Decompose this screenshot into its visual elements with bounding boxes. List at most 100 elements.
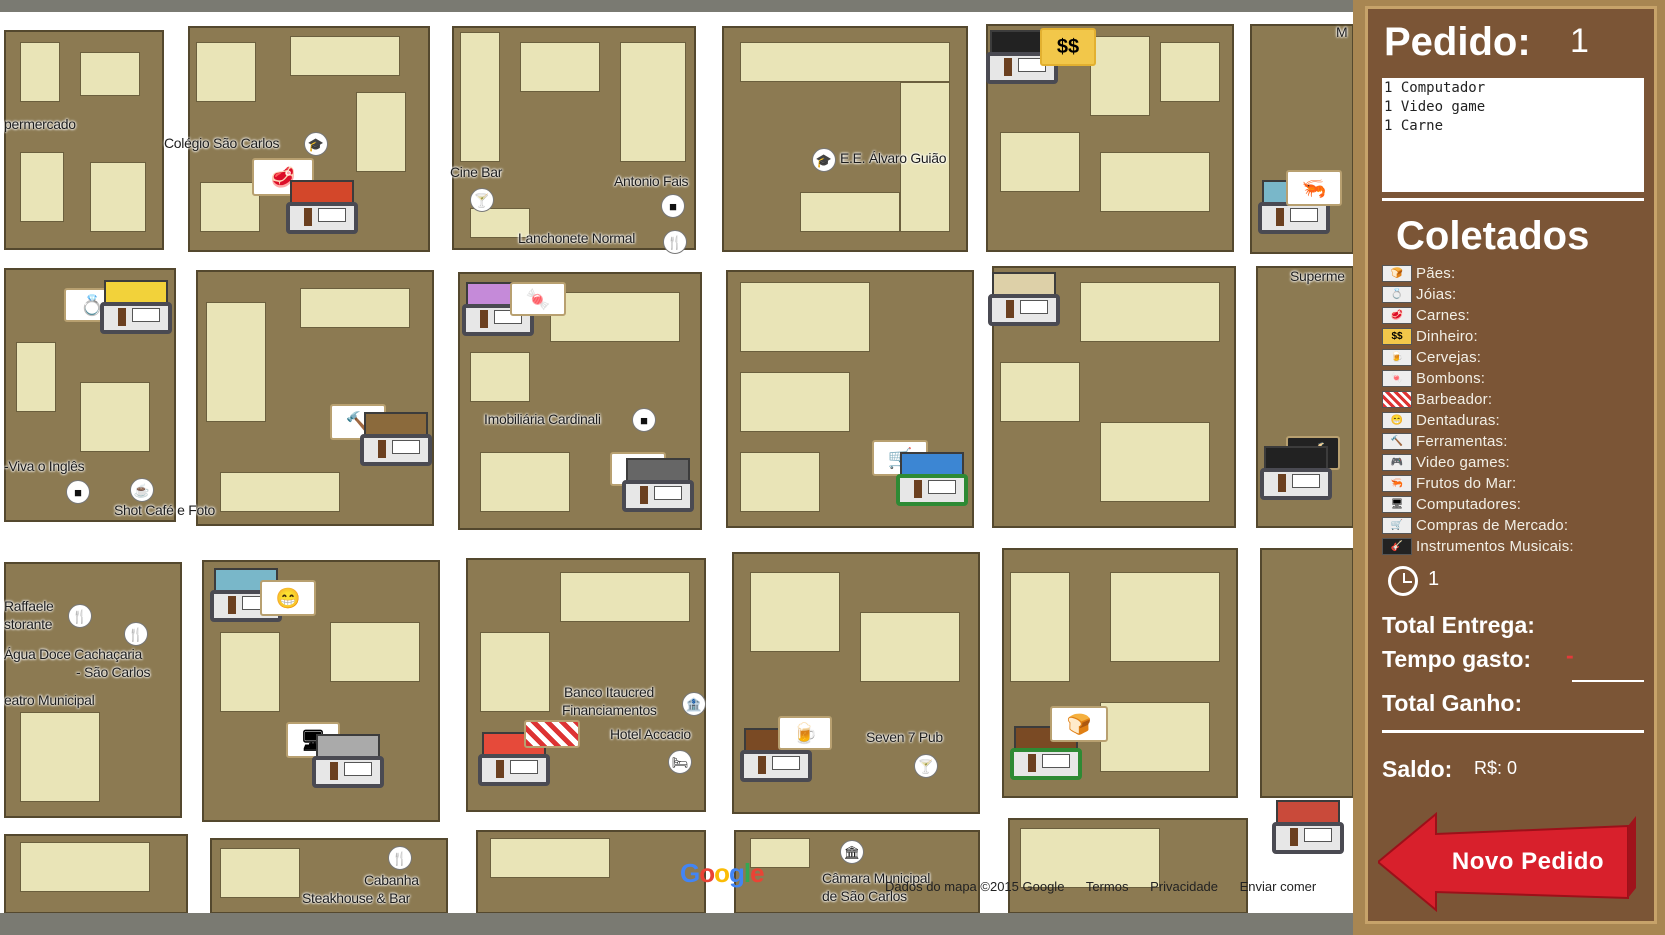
building: [750, 838, 810, 868]
building: [80, 382, 150, 452]
place-icon[interactable]: ■: [66, 480, 90, 504]
total-earned-label: Total Ganho:: [1382, 690, 1523, 716]
time-spent-value: -: [1566, 642, 1574, 668]
place-icon[interactable]: ■: [632, 408, 656, 432]
divider: [1572, 680, 1644, 682]
order-number: 1: [1570, 22, 1589, 60]
building: [860, 612, 960, 682]
building: [1100, 702, 1210, 772]
beer-icon: 🍺: [1382, 349, 1412, 366]
seafood-icon: 🦐: [1286, 170, 1342, 206]
order-item: 1 Carne: [1384, 118, 1444, 134]
bank-icon[interactable]: 🏦: [682, 692, 706, 716]
city-map[interactable]: permercado Colégio São Carlos 🎓 Cine Bar…: [0, 12, 1353, 913]
divider: [1382, 730, 1644, 733]
store-government[interactable]: [988, 272, 1060, 326]
government-icon[interactable]: 🏛: [840, 840, 864, 864]
collected-bread: 🍞 Pães:: [1382, 264, 1455, 283]
building: [550, 292, 680, 342]
restaurant-icon[interactable]: 🍴: [124, 622, 148, 646]
building: [356, 92, 406, 172]
building: [200, 182, 260, 232]
map-label-antonio-fais: Antonio Fais: [614, 173, 689, 189]
building: [1110, 572, 1220, 662]
beer-icon: 🍺: [778, 716, 832, 750]
new-order-button[interactable]: Novo Pedido: [1378, 812, 1638, 912]
building: [1020, 828, 1160, 888]
store-videogame[interactable]: [622, 458, 694, 512]
seafood-icon: 🦐: [1382, 475, 1412, 492]
store-bank[interactable]: [986, 30, 1058, 84]
building: [1000, 362, 1080, 422]
order-item: 1 Video game: [1384, 99, 1486, 115]
clock-value: 1: [1428, 568, 1440, 590]
meat-icon: 🥩: [1382, 307, 1412, 324]
order-list: 1 Computador 1 Video game 1 Carne: [1382, 78, 1644, 192]
building: [740, 42, 950, 82]
map-label-raffaele-1: Raffaele: [4, 598, 54, 614]
building: [1010, 572, 1070, 682]
building: [480, 632, 550, 712]
restaurant-icon[interactable]: 🍴: [68, 604, 92, 628]
guitar-icon: 🎸: [1382, 538, 1412, 555]
bar-icon[interactable]: 🍸: [914, 754, 938, 778]
candy-icon: 🍬: [1382, 370, 1412, 387]
map-label-cine-bar: Cine Bar: [450, 164, 503, 180]
collected-computers: 🖥 Computadores:: [1382, 495, 1521, 514]
restaurant-icon[interactable]: 🍴: [663, 230, 687, 254]
balance-label: Saldo:: [1382, 756, 1453, 782]
jewel-icon: 💍: [1382, 286, 1412, 303]
report-link[interactable]: Enviar comer: [1239, 879, 1317, 894]
store-razor[interactable]: [478, 732, 550, 786]
building: [1100, 422, 1210, 502]
store-music[interactable]: [1260, 446, 1332, 500]
building: [740, 282, 870, 352]
building: [740, 452, 820, 512]
razor-icon: [1382, 391, 1412, 408]
building: [470, 208, 530, 238]
map-label-viva-ingles: -Viva o Inglês: [4, 458, 85, 474]
school-icon[interactable]: 🎓: [304, 132, 328, 156]
computer-icon: 🖥: [1382, 496, 1412, 513]
privacy-link[interactable]: Privacidade: [1150, 879, 1219, 894]
grocery-icon: 🛒: [1382, 517, 1412, 534]
building: [900, 82, 950, 232]
store-grocery[interactable]: [896, 452, 968, 506]
store-meat[interactable]: [286, 180, 358, 234]
building: [1160, 42, 1220, 102]
arrow-left-icon: [1378, 812, 1636, 912]
building: [220, 472, 340, 512]
building: [480, 452, 570, 512]
map-label-seven-pub: Seven 7 Pub: [866, 729, 943, 745]
building: [1000, 132, 1080, 192]
collected-money: $$ Dinheiro:: [1382, 327, 1478, 346]
collected-seafood: 🦐 Frutos do Mar:: [1382, 474, 1516, 493]
collected-meat: 🥩 Carnes:: [1382, 306, 1470, 325]
building: [16, 342, 56, 412]
terms-link[interactable]: Termos: [1085, 879, 1129, 894]
bar-icon[interactable]: 🍸: [470, 188, 494, 212]
building: [520, 42, 600, 92]
time-spent-label: Tempo gasto:: [1382, 646, 1532, 672]
building: [1080, 282, 1220, 342]
map-label-cabanha-1: Cabanha: [364, 872, 419, 888]
bread-icon: 🍞: [1382, 265, 1412, 282]
store-tools[interactable]: [360, 412, 432, 466]
building: [1100, 152, 1210, 212]
collected-instruments: 🎸 Instrumentos Musicais:: [1382, 537, 1574, 556]
collected-grocery: 🛒 Compras de Mercado:: [1382, 516, 1568, 535]
place-icon[interactable]: ■: [661, 194, 685, 218]
store-unknown[interactable]: [1272, 800, 1344, 854]
store-jewelry[interactable]: [100, 280, 172, 334]
store-computer[interactable]: [312, 734, 384, 788]
school-icon[interactable]: 🎓: [812, 148, 836, 172]
map-label-ee-alvaro: E.E. Álvaro Guião: [840, 150, 947, 166]
building: [80, 52, 140, 96]
cafe-icon[interactable]: ☕: [130, 478, 154, 502]
map-label-camara-1: Câmara Municipal: [822, 870, 931, 886]
building: [20, 842, 150, 892]
hotel-icon[interactable]: 🛏: [668, 750, 692, 774]
building: [490, 838, 610, 878]
building: [206, 302, 266, 422]
restaurant-icon[interactable]: 🍴: [388, 846, 412, 870]
